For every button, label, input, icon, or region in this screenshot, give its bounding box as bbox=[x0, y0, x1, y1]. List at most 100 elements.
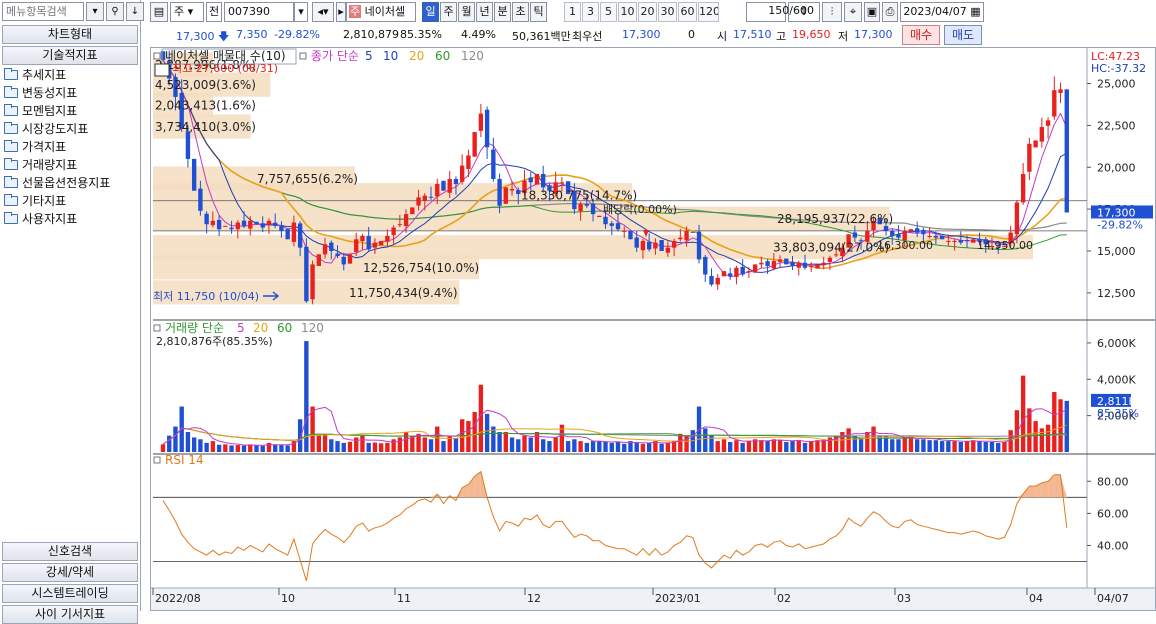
stock-chart[interactable]: 2,287,996(1.8%) 4,523,009(3.6%) 2,043,413(… bbox=[150, 47, 1156, 611]
indicator-folder-7[interactable]: 기타지표 bbox=[4, 192, 138, 210]
volume-bar bbox=[322, 433, 328, 452]
menu-search-input[interactable] bbox=[2, 2, 84, 21]
volume-bar bbox=[316, 435, 322, 452]
sidebar-button-1[interactable]: 강세/약세 bbox=[2, 563, 138, 582]
save-icon[interactable]: ▣ bbox=[864, 2, 880, 22]
candle-body bbox=[378, 240, 384, 246]
small-arrow-icon[interactable]: ▸ bbox=[336, 2, 346, 22]
period-button-2[interactable]: 월 bbox=[458, 2, 475, 22]
candle-body bbox=[659, 240, 664, 251]
period-button-3[interactable]: 년 bbox=[476, 2, 493, 22]
indicator-folder-3[interactable]: 시장강도지표 bbox=[4, 120, 138, 138]
market-select[interactable]: 주 ▾ bbox=[170, 2, 204, 22]
folder-icon bbox=[4, 122, 18, 134]
volume-bar bbox=[883, 435, 889, 452]
buy-button[interactable]: 매수 bbox=[902, 25, 940, 45]
candle-body bbox=[684, 230, 689, 241]
candle-body bbox=[447, 178, 452, 193]
best-bid-label: 최우선 bbox=[572, 30, 603, 43]
technical-indicator-header[interactable]: 기술적지표 bbox=[2, 46, 138, 65]
volume-bar bbox=[210, 441, 216, 452]
prev-code-button[interactable]: 전 bbox=[206, 2, 222, 22]
stock-code-input[interactable]: 007390 bbox=[224, 2, 294, 22]
candle-body bbox=[329, 242, 334, 251]
search-icon[interactable]: ⚲ bbox=[106, 2, 124, 21]
candle-body bbox=[640, 240, 646, 251]
period-button-1[interactable]: 주 bbox=[440, 2, 457, 22]
volume-bar bbox=[865, 432, 870, 452]
indicator-folder-5[interactable]: 거래량지표 bbox=[4, 156, 138, 174]
date-picker[interactable]: 2023/04/07 ▦ bbox=[900, 2, 984, 22]
indicator-folder-0[interactable]: 추세지표 bbox=[4, 66, 138, 84]
crosshair-icon[interactable]: ⌖ bbox=[844, 2, 862, 22]
period-button-4[interactable]: 분 bbox=[494, 2, 511, 22]
count-spinner[interactable]: ⇕ bbox=[788, 2, 820, 22]
indicator-folder-1[interactable]: 변동성지표 bbox=[4, 84, 138, 102]
volume-bar bbox=[447, 435, 452, 452]
sidebar-button-0[interactable]: 신호검색 bbox=[2, 542, 138, 561]
candle-body bbox=[908, 229, 914, 232]
interval-button-1[interactable]: 3 bbox=[582, 2, 599, 22]
volume-bar bbox=[304, 341, 309, 452]
interval-button-4[interactable]: 20 bbox=[638, 2, 657, 22]
volume-bar bbox=[759, 440, 764, 452]
indicator-folder-4[interactable]: 가격지표 bbox=[4, 138, 138, 156]
volume-profile-label-0: 2,287,996(1.8%) bbox=[155, 58, 256, 72]
interval-button-5[interactable]: 30 bbox=[658, 2, 677, 22]
vol-ma5-line bbox=[162, 406, 1068, 446]
low-note: 최저 11,750 (10/04) bbox=[153, 290, 259, 303]
code-dropdown-icon[interactable]: ▾ bbox=[294, 2, 308, 22]
folder-label: 선물옵션전용지표 bbox=[22, 176, 111, 190]
period-button-0[interactable]: 일 bbox=[422, 2, 439, 22]
indicator-folder-2[interactable]: 모멘텀지표 bbox=[4, 102, 138, 120]
volume-profile-label-4: 7,757,655(6.2%) bbox=[257, 172, 358, 186]
interval-button-7[interactable]: 120 bbox=[698, 2, 719, 22]
candle-body bbox=[952, 240, 957, 242]
speaker-icon[interactable]: ◂▾ bbox=[312, 2, 334, 22]
vol-ma20-line bbox=[162, 424, 1067, 445]
interval-button-6[interactable]: 60 bbox=[678, 2, 697, 22]
interval-input[interactable] bbox=[746, 2, 786, 22]
indicator-folder-6[interactable]: 선물옵션전용지표 bbox=[4, 174, 138, 192]
stock-name-field[interactable]: 주 네이처셀 bbox=[346, 2, 416, 22]
interval-button-2[interactable]: 5 bbox=[600, 2, 617, 22]
interval-button-0[interactable]: 1 bbox=[564, 2, 581, 22]
chart-canvas[interactable]: 2,287,996(1.8%) 4,523,009(3.6%) 2,043,413(… bbox=[151, 48, 1155, 610]
period-button-5[interactable]: 초 bbox=[512, 2, 529, 22]
volume-bar bbox=[603, 442, 608, 452]
volume-bar bbox=[528, 437, 533, 452]
folder-label: 거래량지표 bbox=[22, 158, 78, 172]
candle-body bbox=[728, 273, 733, 277]
candle-body bbox=[559, 182, 565, 184]
candle-body bbox=[273, 222, 278, 226]
candle-icon[interactable]: ⫶ bbox=[822, 2, 842, 22]
volume-bar bbox=[933, 440, 939, 452]
candle-body bbox=[572, 190, 577, 210]
low-arrow-icon bbox=[263, 291, 280, 301]
sidebar-button-3[interactable]: 사이 기서지표 bbox=[2, 605, 138, 624]
candle-body bbox=[509, 189, 515, 191]
candle-body bbox=[322, 244, 328, 255]
volume-bar bbox=[391, 439, 396, 452]
sell-button[interactable]: 매도 bbox=[944, 25, 982, 45]
candle-body bbox=[248, 220, 253, 229]
volume-toggle-icon bbox=[153, 324, 161, 332]
volume-bar bbox=[553, 437, 558, 452]
candle-body bbox=[266, 220, 272, 225]
period-button-6[interactable]: 틱 bbox=[530, 2, 547, 22]
interval-button-3[interactable]: 10 bbox=[618, 2, 637, 22]
candle-body bbox=[254, 221, 259, 225]
indicator-folder-8[interactable]: 사용자지표 bbox=[4, 210, 138, 228]
print-icon[interactable]: ⎙ bbox=[882, 2, 898, 22]
volume-bar bbox=[216, 444, 222, 452]
chevron-down-icon[interactable]: ▾ bbox=[86, 2, 104, 21]
candle-body bbox=[397, 224, 403, 226]
chart-settings-icon[interactable]: ▤ bbox=[150, 2, 168, 22]
volume-bar bbox=[478, 384, 484, 452]
arrow-down-icon[interactable]: ↓ bbox=[126, 2, 144, 21]
candle-body bbox=[597, 215, 602, 218]
sidebar-button-2[interactable]: 시스템트레이딩 bbox=[2, 584, 138, 603]
chart-type-header[interactable]: 차트형태 bbox=[2, 25, 138, 44]
trade-amount: 50,361백만 bbox=[512, 30, 571, 43]
candle-body bbox=[547, 185, 552, 191]
